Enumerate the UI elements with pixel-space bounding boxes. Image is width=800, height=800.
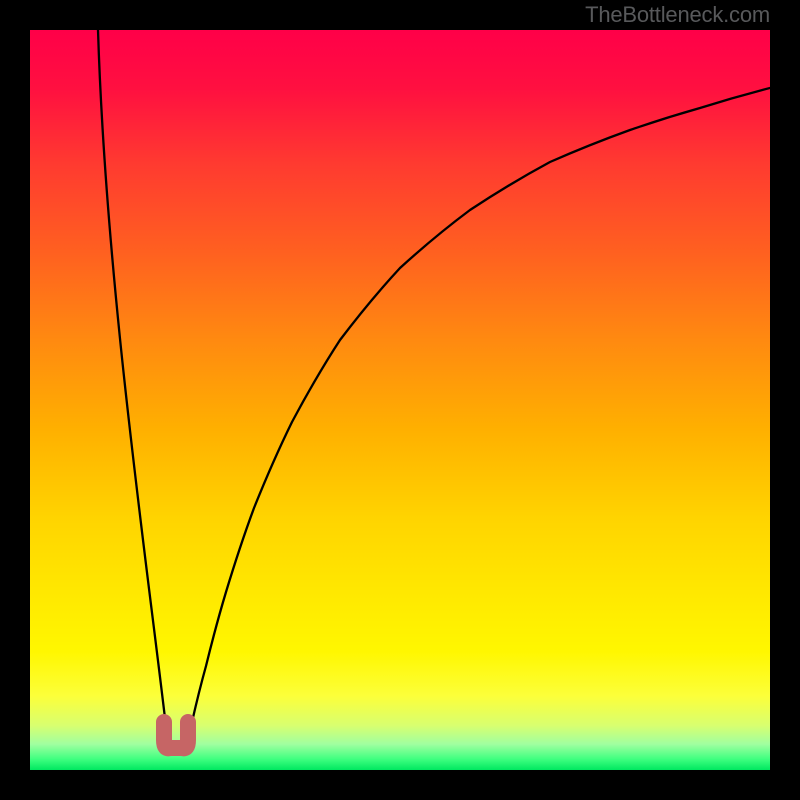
watermark-text: TheBottleneck.com	[585, 2, 770, 28]
bottleneck-chart	[30, 30, 770, 770]
outer-frame: TheBottleneck.com	[0, 0, 800, 800]
plot-area	[30, 30, 770, 770]
gradient-background	[30, 30, 770, 770]
